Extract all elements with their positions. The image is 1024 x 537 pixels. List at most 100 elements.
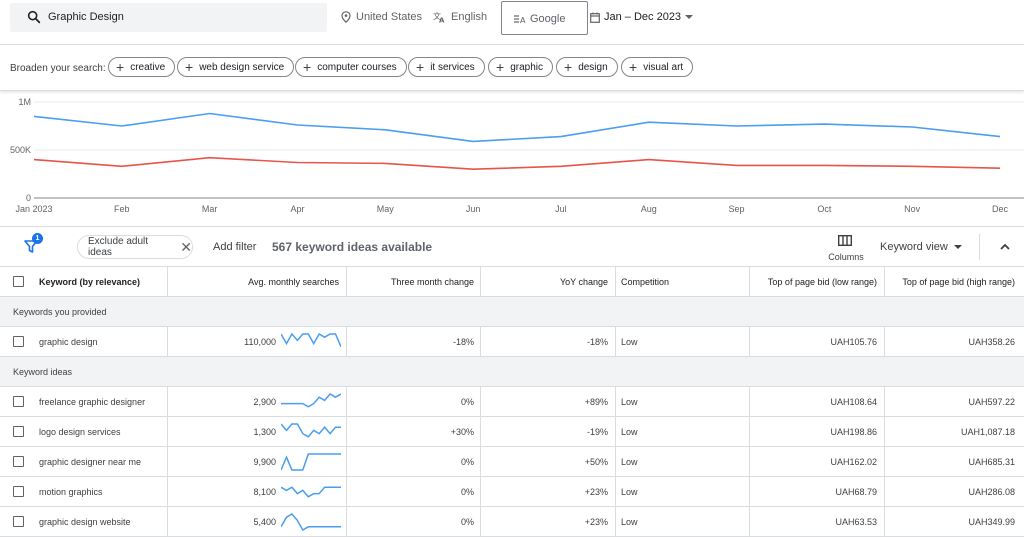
- keyword-cell: graphic design: [39, 336, 98, 347]
- language-label: English: [451, 11, 488, 23]
- select-all-checkbox[interactable]: [13, 276, 24, 287]
- high-bid-cell: UAH349.99: [968, 516, 1015, 527]
- chevron-up-icon[interactable]: [998, 240, 1012, 254]
- trend-sparkline[interactable]: [281, 422, 341, 442]
- yoy-change-cell: +89%: [584, 396, 608, 407]
- trend-sparkline[interactable]: [281, 482, 341, 502]
- keyword-cell: motion graphics: [39, 486, 103, 497]
- three-month-change-cell: -18%: [452, 336, 474, 347]
- broaden-search-bar: Broaden your search: + creative + web desi…: [0, 45, 1024, 91]
- svg-text:A: A: [439, 17, 445, 24]
- row-checkbox[interactable]: [13, 486, 24, 497]
- plus-icon: +: [116, 59, 125, 75]
- section-label: Keywords you provided: [13, 306, 107, 317]
- competition-cell: Low: [621, 336, 638, 347]
- row-checkbox[interactable]: [13, 516, 24, 527]
- broaden-chip[interactable]: + computer courses: [295, 57, 407, 77]
- chevron-down-icon: [685, 15, 693, 19]
- avg-searches-cell: 110,000: [244, 336, 276, 347]
- row-checkbox[interactable]: [13, 336, 24, 347]
- search-input[interactable]: Graphic Design: [10, 3, 327, 32]
- broaden-chip[interactable]: + web design service: [177, 57, 295, 77]
- three-month-change-cell: 0%: [460, 516, 474, 527]
- x-tick-label: Feb: [114, 204, 130, 214]
- broaden-chip[interactable]: + visual art: [621, 57, 694, 77]
- search-query: Graphic Design: [48, 11, 124, 23]
- x-tick-label: Mar: [202, 204, 218, 214]
- high-bid-cell: UAH286.08: [968, 486, 1015, 497]
- exclude-adult-chip[interactable]: Exclude adult ideas ✕: [77, 235, 193, 259]
- competition-cell: Low: [621, 516, 638, 527]
- table-row: motion graphics 8,100 0% +23% Low UAH68.79 UAH…: [0, 477, 1024, 507]
- header-yoy-change[interactable]: YoY change: [559, 276, 608, 287]
- network-label: Google: [530, 13, 566, 25]
- low-bid-cell: UAH105.76: [830, 336, 877, 347]
- y-tick-label: 0: [26, 193, 31, 203]
- sparkline-path: [281, 332, 341, 348]
- trend-sparkline[interactable]: [281, 452, 341, 472]
- x-tick-label: Nov: [904, 204, 921, 214]
- close-icon[interactable]: ✕: [180, 238, 192, 255]
- low-bid-cell: UAH108.64: [830, 396, 877, 407]
- trend-sparkline[interactable]: [281, 512, 341, 532]
- header-three-month-change[interactable]: Three month change: [390, 276, 474, 287]
- location-selector[interactable]: United States: [341, 11, 422, 23]
- svg-text:A: A: [520, 16, 526, 24]
- keyword-cell: logo design services: [39, 426, 121, 437]
- trend-sparkline[interactable]: [281, 392, 341, 412]
- svg-text:文: 文: [433, 11, 441, 21]
- keyword-ideas-count: 567 keyword ideas available: [272, 240, 433, 254]
- plus-icon: +: [564, 59, 573, 75]
- keyword-cell: freelance graphic designer: [39, 396, 146, 407]
- location-label: United States: [356, 11, 423, 23]
- table-row: graphic designer near me 9,900 0% +50% Low UA…: [0, 447, 1024, 477]
- section-label: Keyword ideas: [13, 366, 73, 377]
- sparkline-path: [281, 453, 341, 471]
- three-month-change-cell: 0%: [460, 486, 474, 497]
- sparkline-path: [281, 486, 341, 498]
- chip-label: visual art: [643, 61, 684, 73]
- table-row: graphic design 110,000 -18% -18% Low UAH105.7…: [0, 327, 1024, 357]
- broaden-chip[interactable]: + design: [556, 57, 618, 77]
- header-keyword[interactable]: Keyword (by relevance): [39, 276, 141, 287]
- network-selector[interactable]: A Google: [501, 1, 588, 35]
- exclude-adult-label: Exclude adult ideas: [88, 236, 149, 258]
- broaden-label: Broaden your search:: [10, 63, 106, 74]
- chip-label: it services: [430, 61, 475, 73]
- chip-label: graphic: [510, 61, 543, 73]
- add-filter-button[interactable]: Add filter: [213, 241, 257, 253]
- calendar-icon: [590, 12, 600, 23]
- broaden-chip[interactable]: + creative: [108, 57, 176, 77]
- table-header-row: Keyword (by relevance) Avg. monthly sear…: [0, 266, 1024, 297]
- row-checkbox[interactable]: [13, 396, 24, 407]
- date-range-label: Jan – Dec 2023: [604, 11, 682, 23]
- trend-sparkline[interactable]: [281, 332, 341, 352]
- caret-down-icon: [953, 245, 962, 249]
- x-tick-label: Jan 2023: [15, 204, 52, 214]
- row-checkbox[interactable]: [13, 426, 24, 437]
- table-row: freelance graphic designer 2,900 0% +89% Low…: [0, 387, 1024, 417]
- translate-icon: 文 A: [433, 11, 445, 24]
- three-month-change-cell: 0%: [460, 456, 474, 467]
- yoy-change-cell: +50%: [584, 456, 608, 467]
- date-range-selector[interactable]: Jan – Dec 2023: [590, 11, 693, 23]
- yoy-change-cell: +23%: [584, 516, 608, 527]
- broaden-chip[interactable]: + graphic: [488, 57, 553, 77]
- row-checkbox[interactable]: [13, 456, 24, 467]
- columns-button[interactable]: Columns: [826, 233, 866, 265]
- keyword-view-label: Keyword view: [880, 241, 948, 253]
- header-low-bid[interactable]: Top of page bid (low range): [767, 276, 877, 287]
- header-competition[interactable]: Competition: [621, 276, 670, 287]
- broaden-chip[interactable]: + it services: [408, 57, 485, 77]
- filter-count-badge: 1: [32, 233, 43, 244]
- header-avg-searches[interactable]: Avg. monthly searches: [248, 276, 339, 287]
- header-high-bid[interactable]: Top of page bid (high range): [902, 276, 1015, 287]
- section-provided: Keywords you provided: [0, 297, 1024, 327]
- yoy-change-cell: -18%: [586, 336, 608, 347]
- keyword-view-dropdown[interactable]: Keyword view: [880, 241, 962, 253]
- language-selector[interactable]: 文 A English: [433, 11, 487, 23]
- location-pin-icon: [341, 11, 351, 23]
- x-tick-label: Sep: [729, 204, 745, 214]
- x-tick-label: Aug: [641, 204, 657, 214]
